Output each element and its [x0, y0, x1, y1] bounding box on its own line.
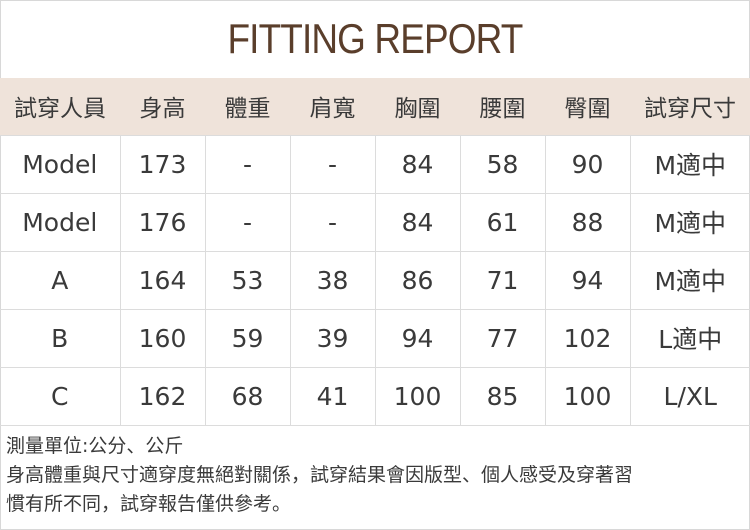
- table-cell: 102: [544, 308, 631, 368]
- table-cell: 68: [204, 366, 291, 426]
- table-cell: M適中: [629, 192, 750, 252]
- table-cell: B: [0, 308, 121, 368]
- header-weight: 體重: [205, 78, 290, 135]
- table-cell: 86: [374, 250, 461, 310]
- table-cell: Model: [0, 192, 121, 252]
- table-cell: 88: [544, 192, 631, 252]
- header-size: 試穿尺寸: [630, 78, 750, 135]
- table-cell: 176: [119, 192, 206, 252]
- disclaimer-line-1: 身高體重與尺寸適穿度無絕對關係，試穿結果會因版型、個人感受及穿著習: [6, 464, 634, 486]
- header-chest: 胸圍: [375, 78, 460, 135]
- table-row: A 164 53 38 86 71 94 M適中: [0, 250, 750, 310]
- table-cell: 162: [119, 366, 206, 426]
- table-cell: 38: [289, 250, 376, 310]
- table-cell: 77: [459, 308, 546, 368]
- table-cell: 84: [374, 134, 461, 194]
- disclaimer-line-2: 慣有所不同，試穿報告僅供參考。: [6, 493, 292, 515]
- table-cell: 160: [119, 308, 206, 368]
- fitting-table: 試穿人員 身高 體重 肩寬 胸圍 腰圍 臀圍 試穿尺寸 Model 173- -84…: [0, 78, 750, 426]
- table-cell: 58: [459, 134, 546, 194]
- table-cell: -: [289, 134, 376, 194]
- table-cell: 94: [544, 250, 631, 310]
- table-row: C 162 68 41 100 85 100 L/XL: [0, 366, 750, 426]
- header-tester: 試穿人員: [0, 78, 120, 135]
- table-cell: 85: [459, 366, 546, 426]
- table-cell: -: [289, 192, 376, 252]
- table-cell: Model: [0, 134, 121, 194]
- table-cell: 71: [459, 250, 546, 310]
- table-cell: A: [0, 250, 121, 310]
- table-cell: C: [0, 366, 121, 426]
- table-cell: 61: [459, 192, 546, 252]
- table-row: Model 173- -84 58 90 M適中: [0, 134, 750, 194]
- table-row: B 160 59 39 94 77 102 L適中: [0, 308, 750, 368]
- table-cell: 100: [374, 366, 461, 426]
- table-cell: 59: [204, 308, 291, 368]
- header-waist: 腰圍: [460, 78, 545, 135]
- table-cell: 173: [119, 134, 206, 194]
- table-cell: 94: [374, 308, 461, 368]
- notes: 測量單位:公分、公斤 身高體重與尺寸適穿度無絕對關係，試穿結果會因版型、個人感受…: [6, 432, 633, 519]
- table-cell: 100: [544, 366, 631, 426]
- header-shoulder: 肩寬: [290, 78, 375, 135]
- header-hip: 臀圍: [545, 78, 630, 135]
- table-cell: 53: [204, 250, 291, 310]
- table-cell: 41: [289, 366, 376, 426]
- table-cell: M適中: [629, 250, 750, 310]
- header-row: 試穿人員 身高 體重 肩寬 胸圍 腰圍 臀圍 試穿尺寸: [0, 78, 750, 135]
- table-cell: M適中: [629, 134, 750, 194]
- table-cell: -: [204, 134, 291, 194]
- unit-note: 測量單位:公分、公斤: [6, 435, 184, 457]
- table-cell: 84: [374, 192, 461, 252]
- table-cell: 164: [119, 250, 206, 310]
- table-cell: 39: [289, 308, 376, 368]
- table-cell: -: [204, 192, 291, 252]
- table-row: Model 176- -84 61 88 M適中: [0, 192, 750, 252]
- table-cell: L/XL: [629, 366, 750, 426]
- table-cell: 90: [544, 134, 631, 194]
- report-title: FITTING REPORT: [227, 15, 523, 62]
- header-height: 身高: [120, 78, 205, 135]
- table-cell: L適中: [629, 308, 750, 368]
